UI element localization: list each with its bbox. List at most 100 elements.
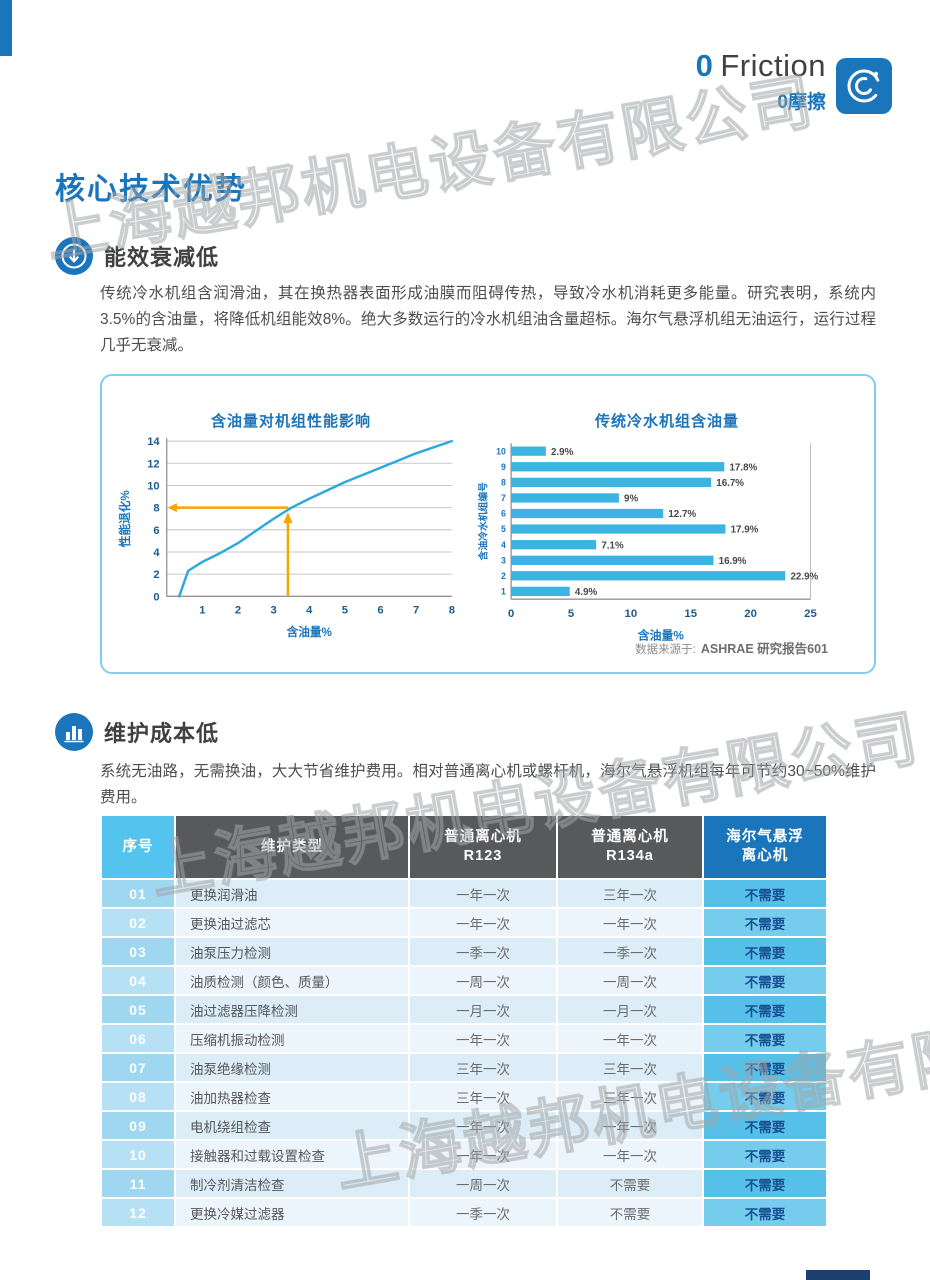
r123-cell: 三年一次 [410, 1054, 556, 1081]
haier-cell: 不需要 [704, 967, 826, 994]
svg-text:7.1%: 7.1% [601, 540, 624, 551]
svg-text:2.9%: 2.9% [551, 447, 574, 458]
seq-cell: 05 [102, 996, 174, 1023]
header-line: 海尔气悬浮 [726, 829, 804, 845]
svg-text:8: 8 [153, 503, 159, 515]
maintenance-table: 序号 维护类型 普通离心机 R123 普通离心机 R134a 海尔气悬浮 离心机… [100, 814, 828, 1228]
type-cell: 更换油过滤芯 [176, 909, 408, 936]
svg-text:10: 10 [625, 608, 638, 620]
table-row: 01 更换润滑油 一年一次 三年一次 不需要 [102, 880, 826, 907]
corner-accent-bar [0, 0, 12, 56]
svg-text:含油冷水机组编号: 含油冷水机组编号 [476, 482, 489, 561]
header-line: R134a [606, 848, 654, 864]
svg-text:6: 6 [501, 509, 506, 519]
bar-chart: 传统冷水机组含油量 4.9% 1 22.9% 2 16.9% 3 7.1% 4 17.9% 5 12… [476, 410, 858, 645]
svg-text:2: 2 [235, 605, 241, 617]
svg-text:6: 6 [153, 525, 159, 537]
type-cell: 压缩机振动检测 [176, 1025, 408, 1052]
r134a-cell: 三年一次 [558, 1054, 702, 1081]
header-haier: 海尔气悬浮 离心机 [704, 816, 826, 878]
haier-cell: 不需要 [704, 1025, 826, 1052]
r134a-cell: 一年一次 [558, 1141, 702, 1168]
r123-cell: 一年一次 [410, 1141, 556, 1168]
r123-cell: 一周一次 [410, 967, 556, 994]
svg-text:含油量%: 含油量% [286, 625, 333, 639]
seq-cell: 07 [102, 1054, 174, 1081]
svg-text:2: 2 [153, 569, 159, 581]
r134a-cell: 一月一次 [558, 996, 702, 1023]
svg-text:16.7%: 16.7% [716, 478, 744, 489]
feature-number: 0 [695, 48, 714, 83]
section-maintenance-header: 维护成本低 [55, 713, 219, 751]
haier-cell: 不需要 [704, 880, 826, 907]
feature-header: 0 Friction 0摩擦 [696, 48, 826, 114]
table-row: 10 接触器和过载设置检查 一年一次 一年一次 不需要 [102, 1141, 826, 1168]
header-r123: 普通离心机 R123 [410, 816, 556, 878]
type-cell: 油质检测（颜色、质量） [176, 967, 408, 994]
section-energy-body: 传统冷水机组含润滑油，其在换热器表面形成油膜而阻碍传热，导致冷水机消耗更多能量。… [100, 285, 876, 354]
haier-cell: 不需要 [704, 909, 826, 936]
seq-cell: 04 [102, 967, 174, 994]
bar-chart-circle-icon [55, 713, 93, 751]
haier-cell: 不需要 [704, 1199, 826, 1226]
svg-text:0: 0 [508, 608, 514, 620]
line-chart-title: 含油量对机组性能影响 [210, 413, 371, 430]
header-r134a: 普通离心机 R134a [558, 816, 702, 878]
seq-cell: 10 [102, 1141, 174, 1168]
header-type: 维护类型 [176, 816, 408, 878]
table-row: 11 制冷剂清洁检查 一周一次 不需要 不需要 [102, 1170, 826, 1197]
seq-cell: 09 [102, 1112, 174, 1139]
haier-cell: 不需要 [704, 1112, 826, 1139]
svg-text:7: 7 [413, 605, 419, 617]
seq-cell: 12 [102, 1199, 174, 1226]
chart-source-prefix: 数据来源于: [635, 644, 696, 656]
header-seq: 序号 [102, 816, 174, 878]
r123-cell: 一周一次 [410, 1170, 556, 1197]
svg-text:20: 20 [744, 608, 757, 620]
type-cell: 油加热器检查 [176, 1083, 408, 1110]
friction-badge-icon [836, 58, 892, 114]
svg-text:7: 7 [501, 493, 506, 503]
svg-text:6: 6 [377, 605, 383, 617]
svg-text:0: 0 [153, 591, 159, 603]
svg-text:性能退化%: 性能退化% [118, 490, 132, 548]
section-title: 维护成本低 [104, 721, 220, 746]
r123-cell: 一季一次 [410, 1199, 556, 1226]
r123-cell: 一年一次 [410, 880, 556, 907]
svg-text:8: 8 [501, 477, 506, 487]
type-cell: 油泵绝缘检测 [176, 1054, 408, 1081]
header-line: R123 [463, 848, 503, 864]
r134a-cell: 一周一次 [558, 967, 702, 994]
seq-cell: 11 [102, 1170, 174, 1197]
svg-text:12: 12 [147, 458, 159, 470]
table-header-row: 序号 维护类型 普通离心机 R123 普通离心机 R134a 海尔气悬浮 离心机 [102, 816, 826, 878]
feature-title: 0 Friction [696, 48, 826, 84]
svg-text:5: 5 [568, 608, 574, 620]
svg-text:15: 15 [684, 608, 697, 620]
haier-cell: 不需要 [704, 1141, 826, 1168]
r123-cell: 一月一次 [410, 996, 556, 1023]
r134a-cell: 一年一次 [558, 909, 702, 936]
svg-text:3: 3 [501, 555, 506, 565]
seq-cell: 01 [102, 880, 174, 907]
section-energy-header: 能效衰减低 [55, 237, 219, 275]
svg-text:12.7%: 12.7% [668, 509, 696, 520]
svg-text:5: 5 [501, 524, 506, 534]
type-cell: 更换润滑油 [176, 880, 408, 907]
haier-cell: 不需要 [704, 1170, 826, 1197]
seq-cell: 08 [102, 1083, 174, 1110]
bar-chart-svg: 4.9% 1 22.9% 2 16.9% 3 7.1% 4 17.9% 5 12.7% 6 9% 7 16.… [476, 443, 819, 642]
feature-subtitle-cn: 0摩擦 [777, 92, 826, 113]
footer-page-bar [806, 1270, 870, 1280]
haier-cell: 不需要 [704, 1083, 826, 1110]
table-row: 03 油泵压力检测 一季一次 一季一次 不需要 [102, 938, 826, 965]
table-row: 09 电机绕组检查 一年一次 一年一次 不需要 [102, 1112, 826, 1139]
table-row: 02 更换油过滤芯 一年一次 一年一次 不需要 [102, 909, 826, 936]
svg-text:17.9%: 17.9% [731, 525, 759, 536]
r123-cell: 一年一次 [410, 1112, 556, 1139]
r123-cell: 三年一次 [410, 1083, 556, 1110]
svg-text:3: 3 [271, 605, 277, 617]
type-cell: 电机绕组检查 [176, 1112, 408, 1139]
